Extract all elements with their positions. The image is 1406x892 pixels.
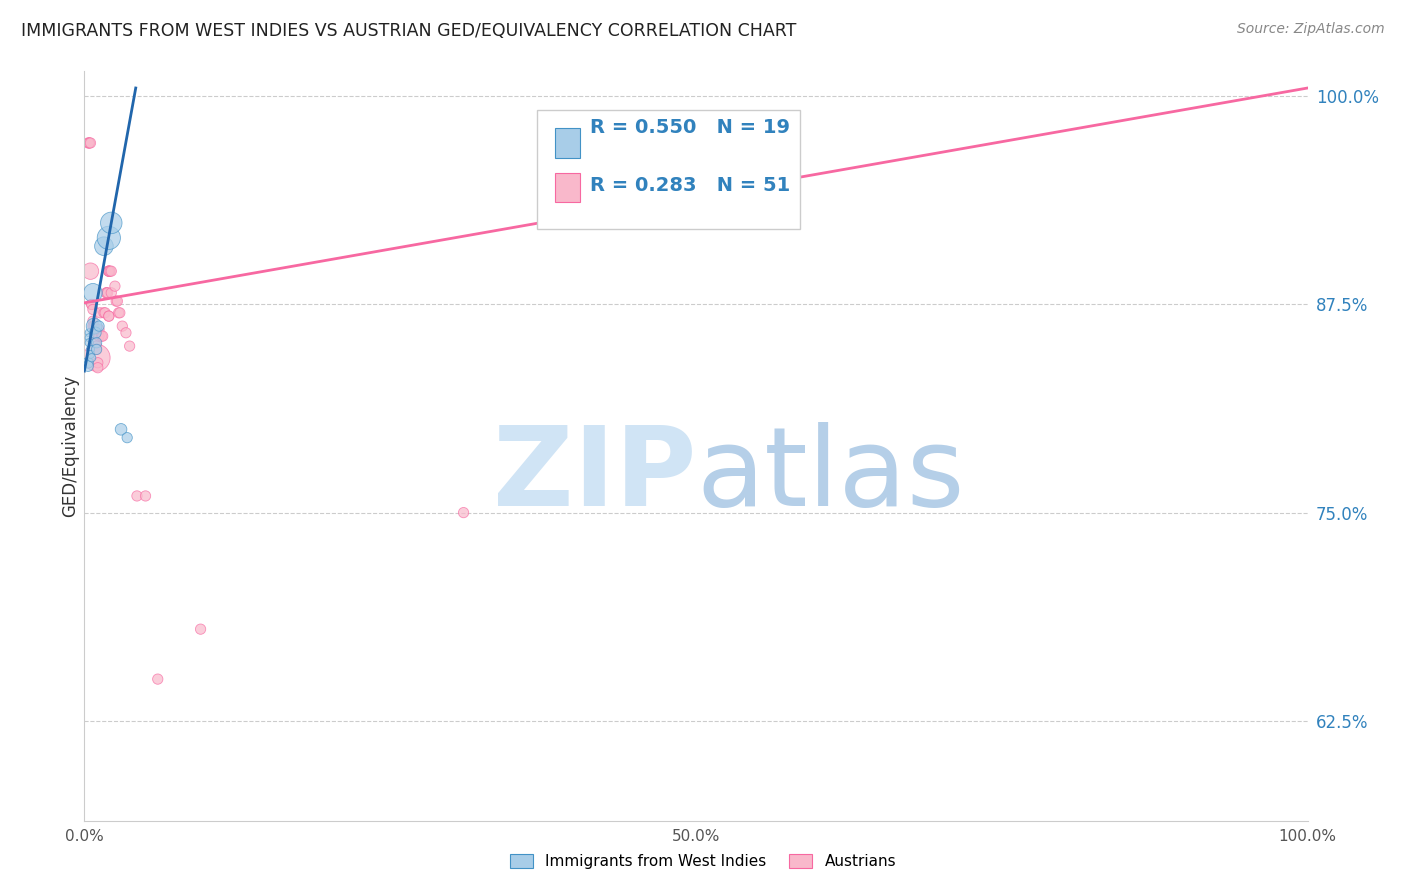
Point <box>105 294 128 309</box>
Point <box>84 327 107 342</box>
Point <box>83 319 105 334</box>
Point <box>108 306 131 320</box>
Text: IMMIGRANTS FROM WEST INDIES VS AUSTRIAN GED/EQUIVALENCY CORRELATION CHART: IMMIGRANTS FROM WEST INDIES VS AUSTRIAN … <box>21 22 796 40</box>
Point <box>82 302 104 317</box>
Point <box>135 489 157 503</box>
Point <box>453 506 475 520</box>
Point <box>91 329 114 343</box>
Point <box>77 331 100 345</box>
Point <box>86 343 108 357</box>
Point <box>98 264 121 278</box>
Point <box>80 297 103 311</box>
Point <box>77 136 100 150</box>
Point <box>100 216 122 230</box>
Point <box>146 672 169 686</box>
FancyBboxPatch shape <box>537 111 800 228</box>
Point <box>86 335 108 350</box>
Point <box>97 264 120 278</box>
Text: Source: ZipAtlas.com: Source: ZipAtlas.com <box>1237 22 1385 37</box>
Point <box>84 326 107 340</box>
Point <box>84 335 107 350</box>
Point <box>87 322 110 336</box>
Point <box>77 356 100 370</box>
Point <box>100 285 122 300</box>
Point <box>77 326 100 340</box>
Point <box>94 306 117 320</box>
Point <box>82 285 104 300</box>
Point <box>82 319 104 334</box>
Point <box>79 136 101 150</box>
Point <box>80 297 103 311</box>
Point <box>115 326 138 340</box>
Point <box>87 360 110 375</box>
Point <box>105 294 128 309</box>
Point <box>80 351 103 365</box>
Text: R = 0.550   N = 19: R = 0.550 N = 19 <box>589 118 790 137</box>
Point <box>90 329 112 343</box>
Point <box>77 136 100 150</box>
Point <box>97 285 120 300</box>
Text: R = 0.283   N = 51: R = 0.283 N = 51 <box>589 177 790 195</box>
Point <box>125 489 148 503</box>
Point <box>87 356 110 370</box>
Point <box>97 231 120 245</box>
Bar <box>555 128 579 158</box>
Point <box>104 279 127 293</box>
Legend: Immigrants from West Indies, Austrians: Immigrants from West Indies, Austrians <box>503 848 903 875</box>
Point <box>96 285 118 300</box>
Point <box>79 347 101 361</box>
Point <box>107 306 129 320</box>
Point <box>87 319 110 334</box>
Bar <box>555 172 579 202</box>
Point <box>111 319 134 334</box>
Point <box>83 319 105 334</box>
Point <box>100 264 122 278</box>
Point <box>86 339 108 353</box>
Point <box>97 309 120 323</box>
Point <box>97 309 120 323</box>
Point <box>79 264 101 278</box>
Point <box>93 306 115 320</box>
Text: ZIP: ZIP <box>492 423 696 530</box>
Point <box>89 306 111 320</box>
Point <box>97 264 120 278</box>
Text: atlas: atlas <box>696 423 965 530</box>
Point <box>110 422 132 436</box>
Point <box>118 339 141 353</box>
Y-axis label: GED/Equivalency: GED/Equivalency <box>62 375 80 517</box>
Point <box>87 329 110 343</box>
Point <box>93 239 115 253</box>
Point <box>83 327 105 342</box>
Point <box>77 335 100 350</box>
Point <box>79 343 101 357</box>
Point <box>82 314 104 328</box>
Point <box>97 264 120 278</box>
Point <box>86 351 108 365</box>
Point <box>77 359 100 373</box>
Point <box>97 264 120 278</box>
Point <box>96 285 118 300</box>
Point <box>190 622 212 636</box>
Point <box>86 343 108 357</box>
Point <box>115 431 138 445</box>
Point <box>77 136 100 150</box>
